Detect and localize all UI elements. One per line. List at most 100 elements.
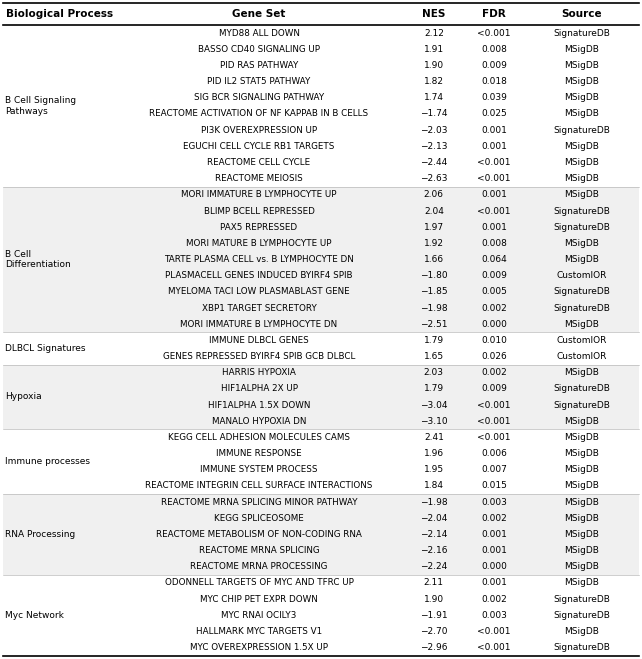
Text: MSigDB: MSigDB <box>564 498 599 507</box>
Text: MSigDB: MSigDB <box>564 45 599 54</box>
Text: SignatureDB: SignatureDB <box>553 126 610 134</box>
Bar <box>3 332 639 364</box>
Text: MSigDB: MSigDB <box>564 174 599 183</box>
Text: REACTOME MRNA PROCESSING: REACTOME MRNA PROCESSING <box>190 562 327 571</box>
Text: 0.002: 0.002 <box>482 514 507 523</box>
Text: FDR: FDR <box>482 9 506 19</box>
Text: 1.95: 1.95 <box>424 465 444 474</box>
Text: <0.001: <0.001 <box>478 401 511 409</box>
Text: HIF1ALPHA 2X UP: HIF1ALPHA 2X UP <box>221 384 297 393</box>
Text: 1.92: 1.92 <box>424 239 444 248</box>
Text: BLIMP BCELL REPRESSED: BLIMP BCELL REPRESSED <box>204 206 315 215</box>
Text: ODONNELL TARGETS OF MYC AND TFRC UP: ODONNELL TARGETS OF MYC AND TFRC UP <box>164 579 354 587</box>
Text: −2.70: −2.70 <box>420 627 447 636</box>
Text: 1.84: 1.84 <box>424 482 444 490</box>
Text: <0.001: <0.001 <box>478 158 511 167</box>
Text: MSigDB: MSigDB <box>564 320 599 329</box>
Text: 0.001: 0.001 <box>482 546 507 555</box>
Text: BASSO CD40 SIGNALING UP: BASSO CD40 SIGNALING UP <box>198 45 320 54</box>
Text: 1.91: 1.91 <box>424 45 444 54</box>
Text: 1.90: 1.90 <box>424 61 444 70</box>
Text: REACTOME ACTIVATION OF NF KAPPAB IN B CELLS: REACTOME ACTIVATION OF NF KAPPAB IN B CE… <box>150 109 369 119</box>
Text: −1.80: −1.80 <box>420 272 447 280</box>
Text: −2.63: −2.63 <box>420 174 447 183</box>
Text: −2.03: −2.03 <box>420 126 447 134</box>
Text: 0.003: 0.003 <box>482 611 507 619</box>
Text: −3.04: −3.04 <box>420 401 447 409</box>
Text: −2.14: −2.14 <box>420 530 447 539</box>
Text: DLBCL Signatures: DLBCL Signatures <box>5 344 85 353</box>
Text: −3.10: −3.10 <box>420 416 447 426</box>
Text: REACTOME CELL CYCLE: REACTOME CELL CYCLE <box>207 158 311 167</box>
Text: 2.11: 2.11 <box>424 579 444 587</box>
Text: MSigDB: MSigDB <box>564 368 599 377</box>
Text: 0.007: 0.007 <box>482 465 507 474</box>
Bar <box>3 494 639 575</box>
Bar <box>3 25 639 186</box>
Text: SignatureDB: SignatureDB <box>553 287 610 297</box>
Text: −1.91: −1.91 <box>420 611 447 619</box>
Text: −2.24: −2.24 <box>421 562 447 571</box>
Text: 2.06: 2.06 <box>424 190 444 199</box>
Text: EGUCHI CELL CYCLE RB1 TARGETS: EGUCHI CELL CYCLE RB1 TARGETS <box>184 142 334 151</box>
Text: REACTOME MRNA SPLICING: REACTOME MRNA SPLICING <box>199 546 319 555</box>
Text: Source: Source <box>561 9 602 19</box>
Text: 0.001: 0.001 <box>482 142 507 151</box>
Text: MSigDB: MSigDB <box>564 255 599 264</box>
Text: Immune processes: Immune processes <box>5 457 90 466</box>
Text: SIG BCR SIGNALING PATHWAY: SIG BCR SIGNALING PATHWAY <box>194 94 324 102</box>
Bar <box>3 575 639 656</box>
Text: 0.018: 0.018 <box>482 77 507 86</box>
Text: 1.82: 1.82 <box>424 77 444 86</box>
Text: 0.001: 0.001 <box>482 579 507 587</box>
Text: KEGG CELL ADHESION MOLECULES CAMS: KEGG CELL ADHESION MOLECULES CAMS <box>168 433 350 442</box>
Text: 0.026: 0.026 <box>482 352 507 361</box>
Text: MSigDB: MSigDB <box>564 61 599 70</box>
Text: TARTE PLASMA CELL vs. B LYMPHOCYTE DN: TARTE PLASMA CELL vs. B LYMPHOCYTE DN <box>164 255 354 264</box>
Text: SignatureDB: SignatureDB <box>553 384 610 393</box>
Text: 0.000: 0.000 <box>482 320 507 329</box>
Text: 0.009: 0.009 <box>482 384 507 393</box>
Text: 0.002: 0.002 <box>482 368 507 377</box>
Text: IMMUNE DLBCL GENES: IMMUNE DLBCL GENES <box>209 336 309 345</box>
Text: 1.97: 1.97 <box>424 223 444 232</box>
Text: MSigDB: MSigDB <box>564 109 599 119</box>
Text: 0.003: 0.003 <box>482 498 507 507</box>
Bar <box>3 364 639 429</box>
Text: XBP1 TARGET SECRETORY: XBP1 TARGET SECRETORY <box>202 304 317 312</box>
Text: 1.74: 1.74 <box>424 94 444 102</box>
Text: MSigDB: MSigDB <box>564 142 599 151</box>
Text: −2.51: −2.51 <box>420 320 447 329</box>
Bar <box>3 186 639 332</box>
Text: 0.001: 0.001 <box>482 190 507 199</box>
Text: MYD88 ALL DOWN: MYD88 ALL DOWN <box>218 28 299 38</box>
Text: 1.65: 1.65 <box>424 352 444 361</box>
Text: HIF1ALPHA 1.5X DOWN: HIF1ALPHA 1.5X DOWN <box>208 401 310 409</box>
Text: MSigDB: MSigDB <box>564 190 599 199</box>
Text: Gene Set: Gene Set <box>232 9 286 19</box>
Text: KEGG SPLICEOSOME: KEGG SPLICEOSOME <box>214 514 304 523</box>
Text: SignatureDB: SignatureDB <box>553 28 610 38</box>
Text: PI3K OVEREXPRESSION UP: PI3K OVEREXPRESSION UP <box>201 126 317 134</box>
Text: MSigDB: MSigDB <box>564 433 599 442</box>
Text: 0.001: 0.001 <box>482 126 507 134</box>
Text: 0.008: 0.008 <box>482 45 507 54</box>
Text: MYC OVEREXPRESSION 1.5X UP: MYC OVEREXPRESSION 1.5X UP <box>190 643 328 652</box>
Text: −2.44: −2.44 <box>421 158 447 167</box>
Text: MSigDB: MSigDB <box>564 482 599 490</box>
Text: IMMUNE RESPONSE: IMMUNE RESPONSE <box>216 449 302 458</box>
Text: 1.96: 1.96 <box>424 449 444 458</box>
Text: REACTOME METABOLISM OF NON-CODING RNA: REACTOME METABOLISM OF NON-CODING RNA <box>156 530 362 539</box>
Text: 0.008: 0.008 <box>482 239 507 248</box>
Text: B Cell
Differentiation: B Cell Differentiation <box>5 250 71 270</box>
Text: MORI MATURE B LYMPHOCYTE UP: MORI MATURE B LYMPHOCYTE UP <box>186 239 332 248</box>
Text: −1.98: −1.98 <box>420 304 447 312</box>
Text: MYC RNAI OCILY3: MYC RNAI OCILY3 <box>221 611 297 619</box>
Text: MSigDB: MSigDB <box>564 514 599 523</box>
Text: Myc Network: Myc Network <box>5 611 64 619</box>
Text: <0.001: <0.001 <box>478 174 511 183</box>
Text: SignatureDB: SignatureDB <box>553 594 610 604</box>
Text: 2.03: 2.03 <box>424 368 444 377</box>
Text: <0.001: <0.001 <box>478 28 511 38</box>
Text: −1.98: −1.98 <box>420 498 447 507</box>
